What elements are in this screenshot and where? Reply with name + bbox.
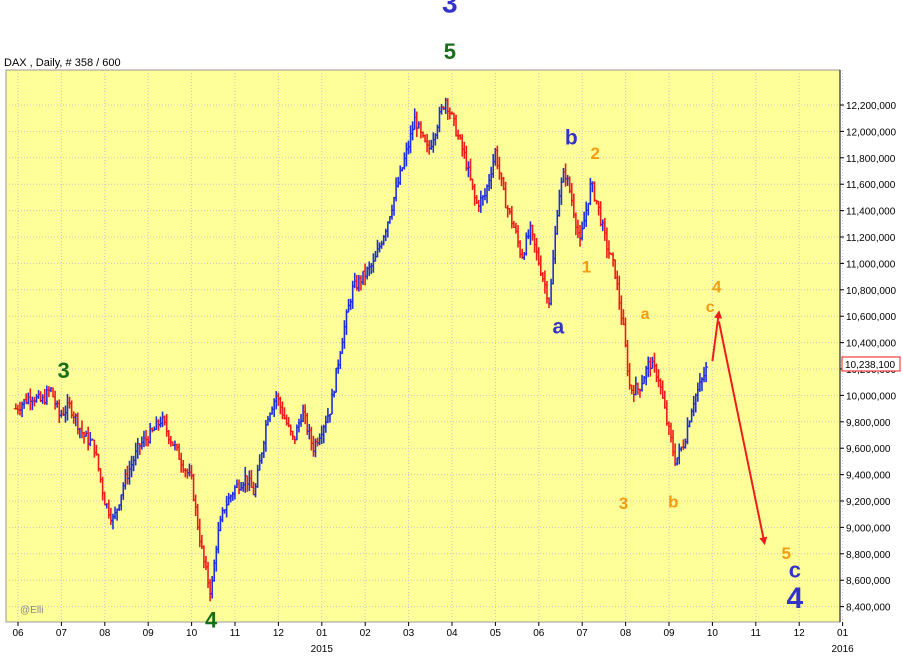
x-tick-label: 06: [533, 628, 545, 639]
y-tick-label: 12,200,000: [846, 101, 896, 112]
wave-label: b: [565, 127, 578, 150]
wave-label: a: [641, 306, 650, 323]
x-tick-label: 08: [99, 628, 111, 639]
y-tick-label: 11,200,000: [846, 233, 896, 244]
x-tick-label: 08: [620, 628, 632, 639]
y-tick-label: 9,000,000: [846, 523, 891, 534]
y-tick-label: 8,600,000: [846, 576, 891, 587]
y-tick-label: 11,600,000: [846, 180, 896, 191]
y-tick-label: 11,000,000: [846, 259, 896, 270]
wave-label: 4: [205, 608, 218, 633]
y-tick-label: 9,600,000: [846, 444, 891, 455]
x-tick-label: 01: [837, 628, 849, 639]
y-tick-label: 12,000,000: [846, 127, 896, 138]
x-tick-label: 02: [360, 628, 372, 639]
y-tick-label: 8,800,000: [846, 550, 891, 561]
y-tick-label: 10,800,000: [846, 286, 896, 297]
wave-label: 3: [57, 358, 69, 383]
wave-label: 5: [781, 544, 790, 563]
watermark: @Elli: [20, 605, 44, 616]
x-tick-label: 09: [663, 628, 675, 639]
x-tick-label: 12: [794, 628, 806, 639]
x-year-label: 2016: [831, 644, 854, 655]
wave-label: 4: [712, 277, 722, 296]
x-tick-label: 11: [751, 628, 762, 639]
y-tick-label: 10,600,000: [846, 312, 896, 323]
wave-label: b: [668, 493, 678, 512]
y-tick-label: 8,400,000: [846, 603, 891, 614]
chart-title: DAX , Daily, # 358 / 600: [4, 57, 121, 69]
projection-arrow: [711, 310, 723, 362]
wave-label: 1: [582, 258, 591, 277]
wave-label: 3: [442, 0, 458, 19]
x-year-label: 2015: [311, 644, 334, 655]
x-tick-label: 06: [12, 628, 24, 639]
plot-area: [5, 69, 841, 623]
y-tick-label: 11,400,000: [846, 207, 896, 218]
last-price-box: [841, 356, 901, 372]
y-tick-label: 10,400,000: [846, 339, 896, 350]
x-tick-label: 01: [316, 628, 328, 639]
x-tick-label: 09: [143, 628, 155, 639]
y-tick-label: 9,800,000: [846, 418, 891, 429]
y-tick-label: 11,800,000: [846, 154, 896, 165]
wave-label: 3: [619, 494, 628, 513]
x-tick-label: 07: [56, 628, 68, 639]
wave-label: 4: [787, 582, 804, 615]
x-tick-label: 03: [403, 628, 415, 639]
y-axis: 12,200,000 12,000,000 11,800,000 11,600,000…: [839, 70, 901, 622]
x-tick-label: 10: [707, 628, 719, 639]
wave-label: 5: [444, 39, 456, 64]
x-tick-label: 07: [577, 628, 589, 639]
grid-lines: [6, 70, 844, 622]
x-tick-label: 05: [490, 628, 502, 639]
x-tick-label: 04: [446, 628, 458, 639]
y-tick-label: 9,200,000: [846, 497, 891, 508]
y-tick-label: 9,400,000: [846, 471, 891, 482]
last-price-label: 10,238,100: [845, 360, 895, 371]
projection-arrow: [717, 321, 768, 546]
wave-label: c: [706, 299, 715, 316]
x-tick-label: 11: [230, 628, 241, 639]
x-axis: 06 07 08 09 10 11 12 01 2015 02 03 04 05 06 07 08 09 10 11…: [12, 622, 854, 655]
wave-label: 2: [590, 144, 599, 163]
wave-label: c: [789, 558, 801, 583]
price-bars: [13, 97, 709, 602]
wave-label: a: [552, 315, 564, 338]
x-tick-label: 10: [186, 628, 198, 639]
x-tick-label: 12: [273, 628, 285, 639]
projection-arrows: [711, 310, 768, 546]
y-tick-label: 10,000,000: [846, 391, 896, 402]
